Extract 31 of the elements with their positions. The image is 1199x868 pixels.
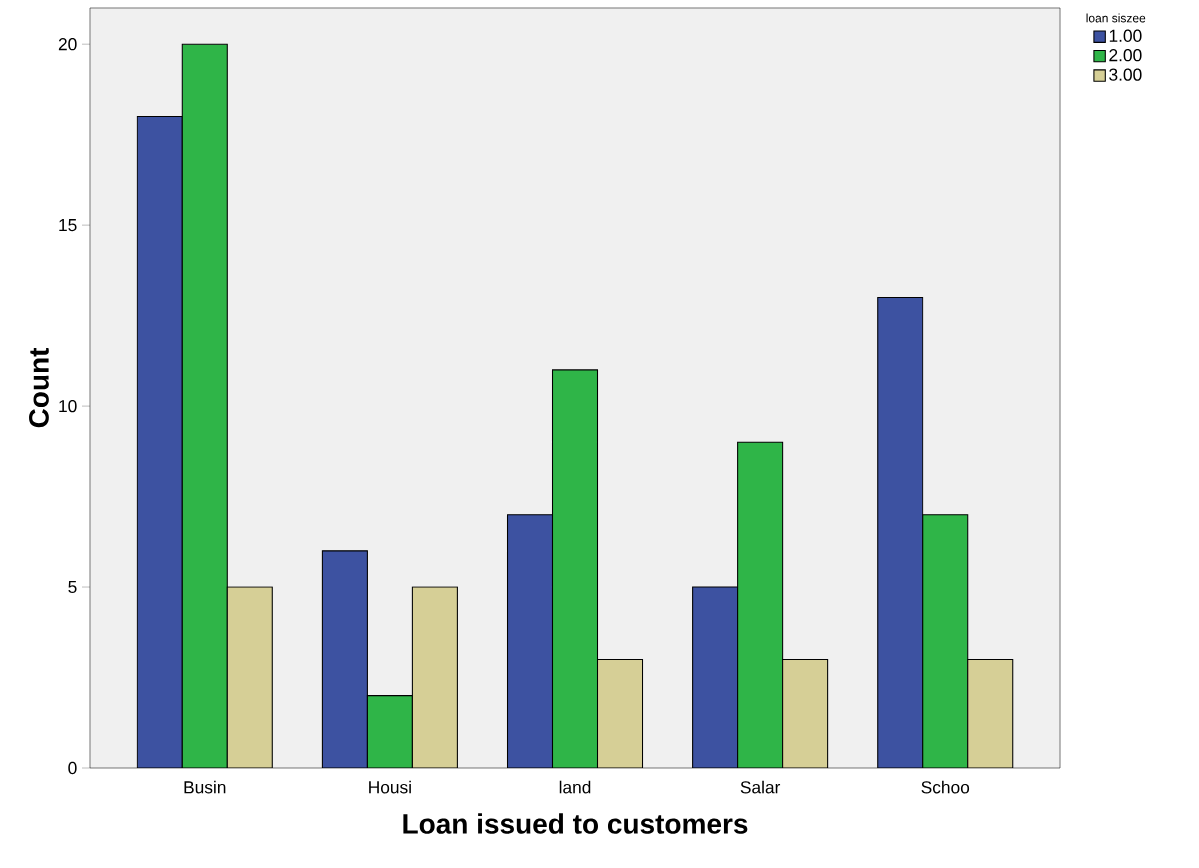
y-axis-title: Count [29,347,49,428]
bar [596,658,644,768]
x-tick-label: Housi [369,780,411,794]
bar [922,514,969,768]
x-tick-label: land [559,780,591,794]
bar [411,586,458,768]
x-tick-label: Schoo [921,780,970,794]
x-tick-label: Salar [740,780,781,794]
x-axis-title: Loan issued to customers [403,813,748,834]
bar [506,514,554,768]
x-tick-label: Busin [184,780,226,794]
legend-label: 3.00 [1109,68,1142,81]
legend-label: 2.00 [1109,49,1142,62]
bar [136,116,183,768]
legend-label: 1.00 [1109,29,1142,42]
bar [692,587,738,768]
bar [321,550,368,768]
bar [366,695,413,768]
bar [782,659,828,768]
bar [737,442,783,768]
y-tick-label: 10 [59,399,77,413]
bar [181,43,228,768]
y-tick-label: 20 [58,38,77,51]
bar [967,658,1014,768]
y-tick-label: 5 [68,581,77,594]
y-tick-label: 0 [68,761,77,775]
bar [551,369,599,768]
y-tick-label: 15 [59,219,77,232]
bar [877,296,924,768]
bar [226,586,273,768]
legend-title: loan siszee [1086,13,1146,23]
